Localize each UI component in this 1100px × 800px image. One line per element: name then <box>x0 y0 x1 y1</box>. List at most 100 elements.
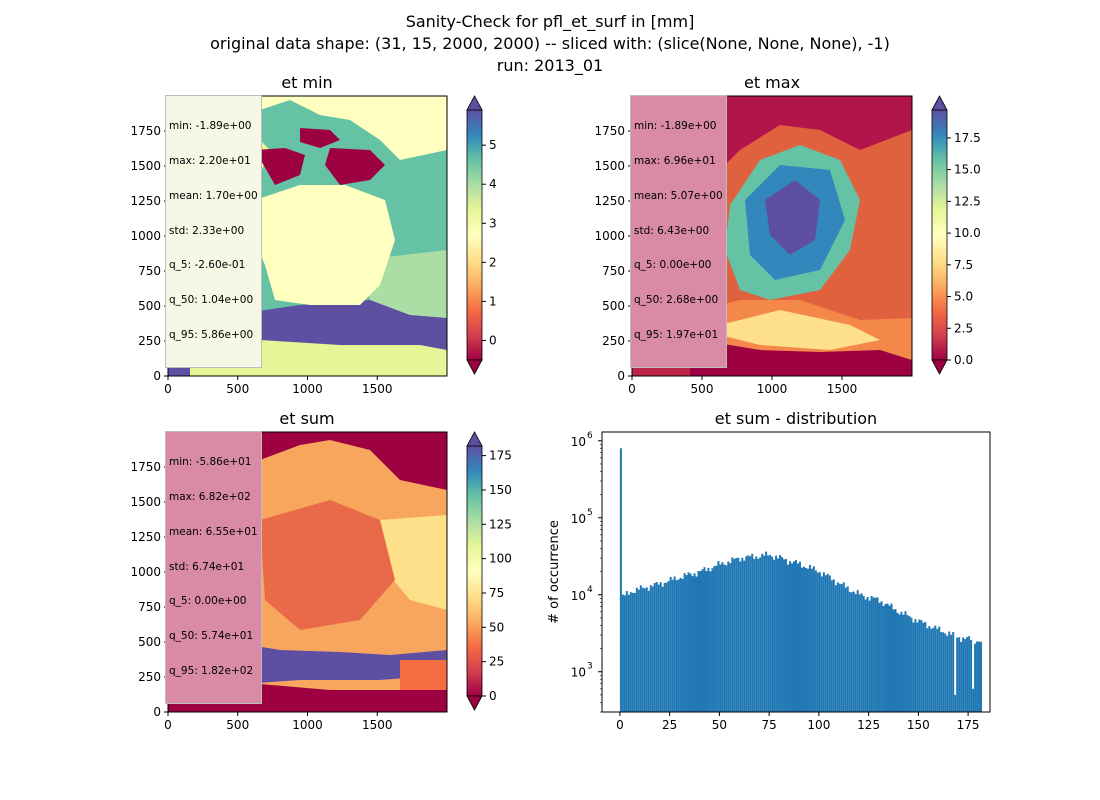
histogram-bar <box>952 631 955 712</box>
x-tick-label: 1500 <box>362 718 393 732</box>
histogram-bar <box>765 551 768 712</box>
histogram-bar <box>812 566 815 712</box>
histogram-bar <box>938 626 941 712</box>
y-tick-label-exponent: 4 <box>587 585 593 595</box>
et-min-title: et min <box>281 73 332 92</box>
histogram-bar <box>633 592 636 712</box>
histogram-bar <box>890 603 893 712</box>
histogram-bar <box>701 569 704 712</box>
histogram-bar <box>858 594 861 712</box>
histogram-bar <box>802 566 805 712</box>
histogram-bar <box>854 593 857 712</box>
histogram-bar <box>844 587 847 712</box>
y-tick-label: 1750 <box>130 460 161 474</box>
histogram-bar <box>629 592 632 712</box>
histogram-bar <box>882 605 885 712</box>
histogram-bar <box>886 603 889 712</box>
histogram-bar <box>914 619 917 712</box>
figure-suptitle-line-2: original data shape: (31, 15, 2000, 2000… <box>210 34 890 53</box>
y-tick-label: 250 <box>138 334 161 348</box>
histogram-bar <box>759 557 762 712</box>
colorbar-tick-label: 2 <box>489 255 497 269</box>
histogram-bar <box>793 561 796 712</box>
histogram-bar <box>918 619 921 712</box>
histogram-bar <box>749 556 752 712</box>
histogram-bar <box>910 617 913 712</box>
histogram-bar <box>964 639 967 712</box>
histogram-bar <box>800 567 803 712</box>
y-tick-label: 0 <box>153 705 161 719</box>
histogram-bar <box>806 568 809 712</box>
histogram-bar <box>888 605 891 712</box>
x-tick-label: 0 <box>164 382 172 396</box>
histogram-bar <box>619 448 622 712</box>
x-tick-label: 150 <box>907 718 930 732</box>
histogram-bar <box>731 557 734 712</box>
histogram-bar <box>667 581 670 712</box>
y-tick-label: 1000 <box>130 565 161 579</box>
y-tick-label: 1000 <box>594 229 625 243</box>
histogram-bar <box>735 557 738 712</box>
histogram-bar <box>872 597 875 712</box>
histogram-bar <box>651 586 654 712</box>
histogram-bar <box>966 637 969 712</box>
histogram-bar <box>781 557 784 712</box>
histogram-bar <box>725 565 728 712</box>
histogram-bar <box>631 592 634 712</box>
histogram-bar <box>623 595 626 712</box>
histogram-bar <box>687 572 690 712</box>
histogram-bar <box>814 570 817 712</box>
x-tick-label: 25 <box>662 718 677 732</box>
x-tick-label: 1000 <box>292 718 323 732</box>
et-sum-colorbar <box>466 445 483 697</box>
histogram-bar <box>715 565 718 712</box>
histogram-bar <box>655 582 658 712</box>
x-tick-label: 500 <box>691 382 714 396</box>
colorbar-tick-label: 0 <box>489 333 497 347</box>
colorbar-tick-label: 100 <box>489 552 512 566</box>
et-min-ticks: 0 500 1000 1500 0 250 500 750 1000 1250 1500 1750 <box>130 124 392 396</box>
histogram-bar <box>958 637 961 712</box>
histogram-bar <box>657 584 660 712</box>
histogram-bar <box>723 564 726 712</box>
colorbar-tick-label: 4 <box>489 177 497 191</box>
colorbar-tick-label: 75 <box>489 586 504 600</box>
histogram-bar <box>737 557 740 712</box>
histogram-bar <box>695 576 698 712</box>
stat-line: std: 6.74e+01 <box>169 560 245 573</box>
histogram-bar <box>647 590 650 712</box>
y-tick-label: 250 <box>602 334 625 348</box>
y-tick-label: 500 <box>138 635 161 649</box>
figure-suptitle-line-1: Sanity-Check for pfl_et_surf in [mm] <box>405 12 695 31</box>
histogram-bar <box>980 641 983 712</box>
histogram-bar <box>729 563 732 712</box>
histogram-bar <box>824 575 827 712</box>
histogram-bar <box>894 609 897 712</box>
histogram-bar <box>838 583 841 712</box>
histogram-bar <box>876 597 879 712</box>
histogram-bar <box>930 628 933 712</box>
y-tick-label: 750 <box>138 600 161 614</box>
histogram-bar <box>978 641 981 712</box>
et-sum-title: et sum <box>279 409 334 428</box>
y-tick-label: 500 <box>602 299 625 313</box>
x-tick-label: 0 <box>164 718 172 732</box>
histogram-bar <box>820 576 823 712</box>
histogram-bar <box>864 599 867 712</box>
histogram-bar <box>874 597 877 712</box>
et-max-colorbar-extend-max <box>931 95 948 111</box>
y-tick-label-base: 10 <box>571 435 586 449</box>
histogram-bar <box>904 611 907 712</box>
histogram-bar <box>661 586 664 712</box>
histogram-bar <box>787 564 790 712</box>
histogram-bar <box>685 575 688 712</box>
y-tick-label-base: 10 <box>571 512 586 526</box>
histogram-bar <box>832 579 835 712</box>
histogram-bar <box>773 559 776 712</box>
stat-line: q_95: 1.82e+02 <box>169 664 254 677</box>
et-min-colorbar <box>466 109 483 361</box>
histogram-bar <box>948 631 951 712</box>
histogram-bar <box>779 555 782 712</box>
histogram-bar <box>902 614 905 712</box>
et-min-stats-box: min: -1.89e+00 max: 2.20e+01 mean: 1.70e… <box>165 95 262 368</box>
